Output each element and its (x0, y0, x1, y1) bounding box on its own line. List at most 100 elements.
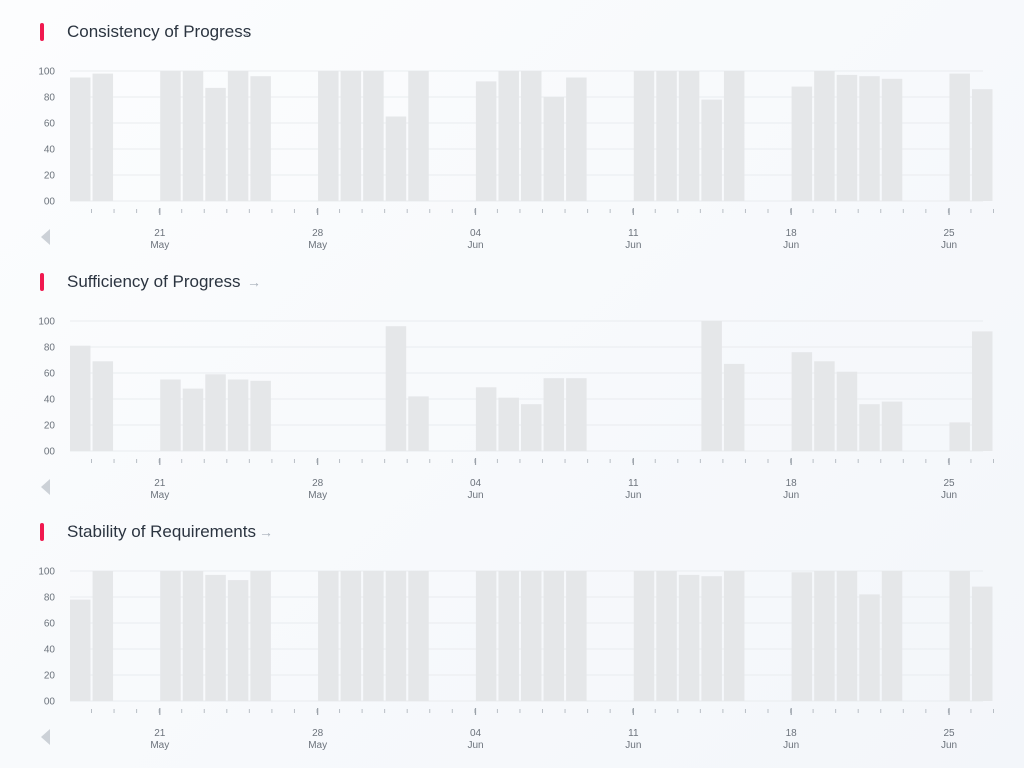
arrow-right-icon[interactable]: → (237, 24, 251, 40)
bar-chart: 100806040200021May28May04Jun11Jun18Jun25… (38, 317, 994, 500)
bar (227, 379, 249, 451)
bar (881, 401, 903, 451)
bar (521, 71, 542, 201)
bar (250, 76, 271, 201)
bar (972, 331, 993, 451)
bar (363, 571, 384, 701)
x-tick-day: 11 (628, 478, 639, 489)
bar (543, 571, 565, 701)
bar (566, 378, 587, 451)
arrow-right-icon[interactable]: → (247, 274, 261, 290)
bar (881, 571, 903, 701)
bar (385, 571, 407, 701)
x-tick-day: 28 (312, 478, 324, 489)
bar (723, 571, 745, 701)
bar (836, 371, 858, 451)
bar (92, 73, 114, 201)
chart-panel-stability: Stability of Requirements → 100 80 60 40 20 0… (0, 500, 1024, 750)
bar (701, 321, 722, 451)
previous-period-icon[interactable] (41, 229, 50, 245)
bar (656, 571, 677, 701)
x-tick-day: 28 (312, 728, 324, 739)
bar (498, 397, 519, 451)
bar (678, 71, 700, 201)
bar-chart: 100806040200021May28May04Jun11Jun18Jun25… (38, 67, 994, 250)
bar (160, 379, 181, 451)
x-tick-month: Jun (467, 490, 483, 500)
y-tick-label: 80 (44, 593, 56, 604)
accent-bar (40, 273, 44, 291)
bar (949, 571, 970, 701)
bar (363, 71, 384, 201)
x-tick-month: May (308, 490, 327, 500)
bar (701, 99, 722, 201)
y-tick-label: 60 (44, 369, 56, 380)
bar (205, 87, 226, 201)
bar (949, 73, 970, 201)
x-tick-day: 21 (154, 478, 166, 489)
chart-panel-sufficiency: Sufficiency of Progress → 100 80 60 40 20 00 2… (0, 250, 1024, 500)
x-tick-day: 25 (943, 228, 955, 239)
x-tick-day: 04 (470, 728, 482, 739)
x-tick-day: 11 (628, 728, 639, 739)
x-tick-month: May (308, 240, 327, 250)
bar (182, 571, 204, 701)
chart-panel-consistency: Consistency of Progress → 100 80 60 40 20 00 2… (0, 0, 1024, 250)
y-tick-label: 100 (38, 317, 55, 328)
y-tick-label: 60 (44, 619, 56, 630)
bar (859, 76, 880, 201)
bar (859, 404, 880, 451)
x-tick-day: 21 (154, 728, 166, 739)
panel-title[interactable]: Sufficiency of Progress (67, 272, 241, 291)
x-tick-day: 04 (470, 478, 482, 489)
bar (678, 574, 700, 701)
bar-chart: 100806040200021May28May04Jun11Jun18Jun25… (38, 567, 994, 750)
bar (972, 586, 993, 701)
bar (701, 576, 722, 701)
accent-bar (40, 523, 44, 541)
bar (791, 572, 813, 701)
x-tick-day: 25 (943, 728, 955, 739)
bar (656, 71, 677, 201)
x-tick-day: 18 (786, 728, 798, 739)
bar (498, 571, 519, 701)
y-tick-label: 60 (44, 119, 56, 130)
x-tick-month: May (308, 740, 327, 750)
bar (475, 571, 497, 701)
y-tick-label: 40 (44, 395, 56, 406)
bar (881, 78, 903, 201)
y-tick-label: 00 (44, 447, 56, 458)
bar (182, 388, 204, 451)
bar (340, 571, 362, 701)
arrow-right-icon[interactable]: → (259, 524, 273, 540)
y-tick-label: 40 (44, 645, 56, 656)
y-tick-label: 20 (44, 671, 56, 682)
x-tick-day: 25 (943, 478, 955, 489)
y-tick-label: 00 (44, 697, 56, 708)
bar (521, 571, 542, 701)
bar (566, 571, 587, 701)
x-tick-month: Jun (941, 490, 957, 500)
bar (633, 71, 655, 201)
panel-title[interactable]: Consistency of Progress (67, 22, 252, 41)
x-tick-month: Jun (625, 740, 641, 750)
x-tick-day: 04 (470, 228, 482, 239)
bar (543, 378, 565, 451)
bar (814, 571, 835, 701)
x-tick-day: 18 (786, 478, 798, 489)
x-tick-month: May (150, 740, 169, 750)
bar (972, 89, 993, 201)
bar (814, 361, 835, 451)
previous-period-icon[interactable] (41, 479, 50, 495)
bar (543, 97, 565, 201)
panel-title[interactable]: Stability of Requirements (67, 522, 256, 541)
x-tick-day: 18 (786, 228, 798, 239)
previous-period-icon[interactable] (41, 729, 50, 745)
bar (227, 580, 249, 701)
bar (250, 571, 271, 701)
bar (250, 380, 271, 451)
bar (814, 71, 835, 201)
bar (70, 77, 91, 201)
x-tick-month: May (150, 240, 169, 250)
bar (791, 352, 813, 451)
